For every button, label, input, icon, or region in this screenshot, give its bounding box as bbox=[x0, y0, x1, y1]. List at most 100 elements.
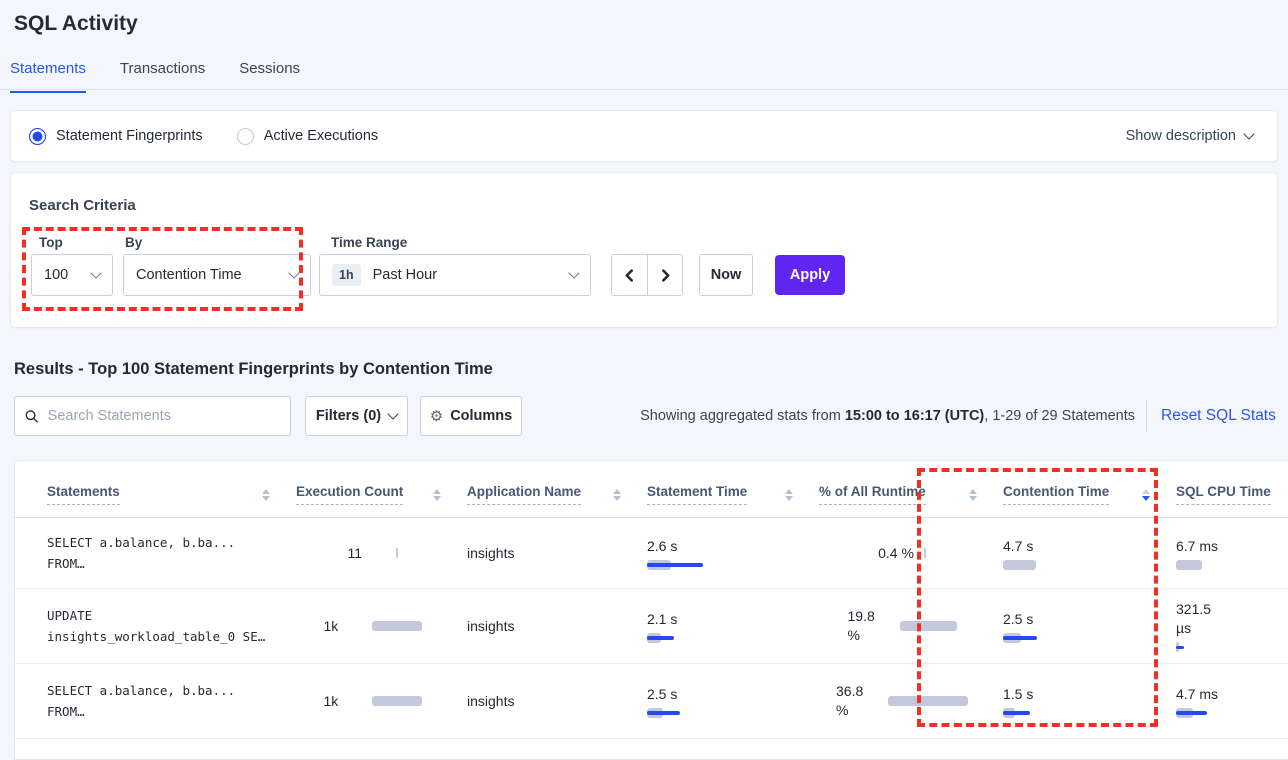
search-statements-box bbox=[14, 396, 291, 436]
show-description-label: Show description bbox=[1125, 128, 1236, 144]
table-row: SELECT a.balance, b.ba... FROM… 1k insig… bbox=[15, 664, 1288, 739]
search-criteria-heading: Search Criteria bbox=[29, 197, 136, 214]
contention-time-bar bbox=[1003, 632, 1158, 643]
column-header-execution-count[interactable]: Execution Count bbox=[296, 484, 467, 517]
top-label: Top bbox=[39, 235, 63, 250]
statement-time-cell: 2.6 s bbox=[647, 518, 819, 588]
sort-icon bbox=[969, 488, 977, 501]
tab-transactions[interactable]: Transactions bbox=[119, 60, 206, 77]
search-criteria-panel: Search Criteria Top By Time Range 100 Co… bbox=[10, 172, 1278, 328]
statement-time-bar bbox=[647, 632, 801, 643]
results-toolbar: Filters (0) ⚙ Columns Showing aggregated… bbox=[0, 396, 1288, 436]
sort-icon bbox=[785, 488, 793, 501]
contention-time-bar bbox=[1003, 559, 1158, 570]
sort-icon bbox=[262, 488, 270, 501]
toolbar-divider bbox=[1146, 401, 1147, 431]
sort-icon bbox=[613, 488, 621, 501]
columns-label: Columns bbox=[450, 408, 513, 424]
time-range-prev-button[interactable] bbox=[611, 254, 647, 296]
pct-runtime-cell: 36.8 % bbox=[819, 664, 1003, 738]
execution-count-bar bbox=[371, 696, 422, 706]
showing-stats-text: Showing aggregated stats from 15:00 to 1… bbox=[640, 408, 1135, 424]
sql-cpu-time-cell: 4.7 ms bbox=[1176, 664, 1288, 738]
table-header-row: Statements Execution Count Application N… bbox=[15, 461, 1288, 518]
tab-bar-divider bbox=[0, 89, 1288, 90]
show-description-toggle[interactable]: Show description bbox=[1125, 128, 1255, 144]
sql-cpu-time-bar bbox=[1176, 642, 1288, 652]
view-toggle-bar: Statement Fingerprints Active Executions… bbox=[10, 110, 1278, 162]
pct-runtime-bar bbox=[888, 696, 968, 706]
sql-cpu-time-cell: 321.5 µs bbox=[1176, 589, 1288, 663]
sort-desc-active-icon bbox=[1142, 488, 1150, 501]
execution-count-cell: 1k bbox=[296, 664, 467, 738]
column-header-statement-time[interactable]: Statement Time bbox=[647, 484, 819, 517]
contention-time-cell: 1.5 s bbox=[1003, 664, 1176, 738]
column-header-sql-cpu-time[interactable]: SQL CPU Time bbox=[1176, 484, 1288, 517]
statement-fingerprint-link[interactable]: SELECT a.balance, b.ba... FROM… bbox=[47, 683, 236, 719]
chevron-down-icon bbox=[90, 267, 102, 279]
page-title: SQL Activity bbox=[14, 12, 138, 35]
chevron-left-icon bbox=[625, 268, 633, 282]
contention-time-cell: 4.7 s bbox=[1003, 518, 1176, 588]
search-statements-input[interactable] bbox=[47, 408, 280, 424]
execution-count-bar bbox=[371, 621, 422, 631]
radio-statement-fingerprints[interactable]: Statement Fingerprints bbox=[29, 127, 203, 145]
search-icon bbox=[25, 409, 39, 423]
column-header-statements[interactable]: Statements bbox=[15, 484, 296, 517]
table-row: SELECT a.balance, b.ba... FROM… 11 insig… bbox=[15, 518, 1288, 589]
columns-button[interactable]: ⚙ Columns bbox=[420, 396, 522, 436]
now-button[interactable]: Now bbox=[699, 254, 753, 296]
column-header-pct-runtime[interactable]: % of All Runtime bbox=[819, 484, 1003, 517]
top-select-value: 100 bbox=[44, 267, 69, 283]
by-select-value: Contention Time bbox=[136, 267, 242, 283]
chevron-down-icon bbox=[568, 267, 580, 279]
by-label: By bbox=[125, 235, 143, 250]
gear-icon: ⚙ bbox=[429, 407, 444, 425]
statement-time-bar bbox=[647, 559, 801, 570]
contention-time-bar bbox=[1003, 707, 1158, 718]
tab-bar: Statements Transactions Sessions bbox=[10, 60, 300, 93]
contention-time-cell: 2.5 s bbox=[1003, 589, 1176, 663]
statement-time-cell: 2.1 s bbox=[647, 589, 819, 663]
radio-label: Statement Fingerprints bbox=[56, 128, 203, 144]
filters-label: Filters (0) bbox=[315, 408, 382, 424]
filters-button[interactable]: Filters (0) bbox=[305, 396, 408, 436]
statements-table: Statements Execution Count Application N… bbox=[14, 460, 1288, 760]
apply-button[interactable]: Apply bbox=[775, 255, 845, 295]
chevron-down-icon bbox=[288, 267, 300, 279]
execution-count-cell: 1k bbox=[296, 589, 467, 663]
chevron-down-icon bbox=[387, 408, 399, 420]
statement-time-bar bbox=[647, 707, 801, 718]
column-header-application-name[interactable]: Application Name bbox=[467, 484, 647, 517]
statement-fingerprint-link[interactable]: UPDATE insights_workload_table_0 SE… bbox=[47, 608, 266, 644]
pct-runtime-cell: 0.4 % bbox=[819, 518, 1003, 588]
statement-time-cell: 2.5 s bbox=[647, 664, 819, 738]
top-select[interactable]: 100 bbox=[31, 254, 113, 296]
column-header-contention-time[interactable]: Contention Time bbox=[1003, 484, 1176, 517]
sql-cpu-time-cell: 6.7 ms bbox=[1176, 518, 1288, 588]
table-row: UPDATE insights_workload_table_0 SE… 1k … bbox=[15, 589, 1288, 664]
sql-cpu-time-bar bbox=[1176, 707, 1288, 718]
results-heading: Results - Top 100 Statement Fingerprints… bbox=[14, 360, 493, 378]
time-range-select[interactable]: 1h Past Hour bbox=[319, 254, 591, 296]
pct-runtime-bar bbox=[899, 621, 957, 631]
application-name-cell: insights bbox=[467, 617, 515, 634]
execution-count-cell: 11 bbox=[296, 518, 467, 588]
tab-statements[interactable]: Statements bbox=[10, 60, 86, 93]
radio-active-executions[interactable]: Active Executions bbox=[236, 127, 378, 145]
time-range-next-button[interactable] bbox=[647, 254, 683, 296]
chevron-right-icon bbox=[661, 268, 670, 282]
radio-unselected-icon bbox=[236, 127, 254, 145]
execution-count-bar bbox=[395, 548, 398, 558]
sql-cpu-time-bar bbox=[1176, 559, 1288, 570]
by-select[interactable]: Contention Time bbox=[123, 254, 311, 296]
sort-icon bbox=[433, 488, 441, 501]
time-range-badge: 1h bbox=[332, 264, 361, 286]
application-name-cell: insights bbox=[467, 544, 515, 561]
tab-sessions[interactable]: Sessions bbox=[239, 60, 301, 77]
application-name-cell: insights bbox=[467, 692, 515, 709]
chevron-down-icon bbox=[1243, 128, 1255, 140]
statement-fingerprint-link[interactable]: SELECT a.balance, b.ba... FROM… bbox=[47, 535, 236, 571]
reset-sql-stats-link[interactable]: Reset SQL Stats bbox=[1161, 407, 1276, 424]
pct-runtime-cell: 19.8 % bbox=[819, 589, 1003, 663]
